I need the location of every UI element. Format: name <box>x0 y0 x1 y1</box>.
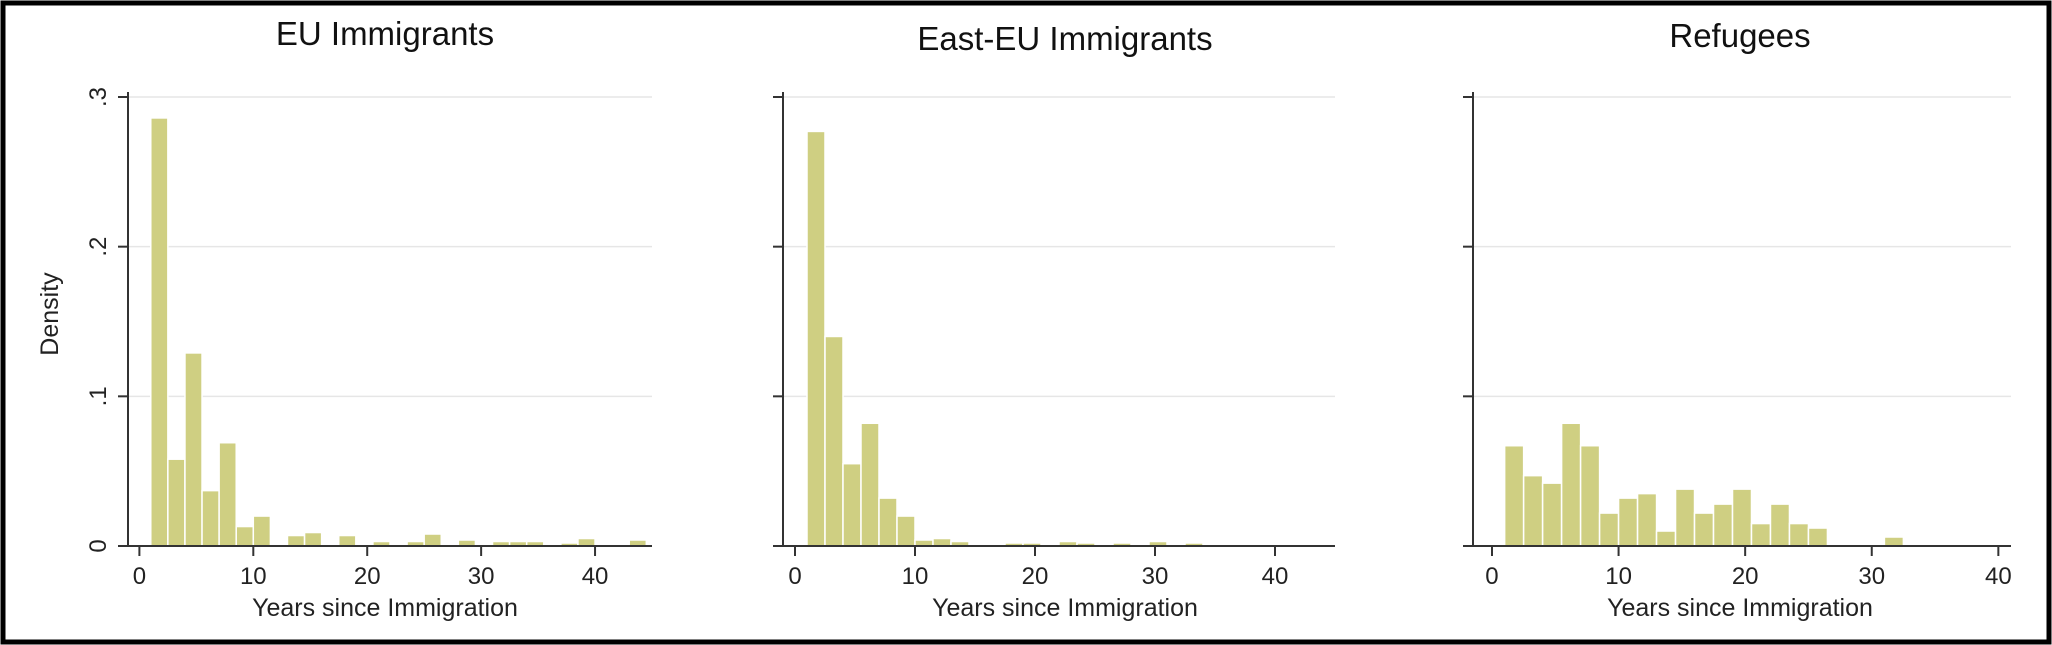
x-tick-label: 30 <box>1858 563 1885 590</box>
x-axis-label: Years since Immigration <box>932 594 1198 622</box>
histogram-bar <box>1769 503 1791 547</box>
histogram-bar <box>1522 474 1544 547</box>
histogram-bar <box>1788 522 1810 547</box>
x-axis-label: Years since Immigration <box>1607 594 1873 622</box>
x-tick-label: 40 <box>582 563 609 590</box>
histogram-bar <box>252 515 272 547</box>
histogram-bar <box>1541 482 1563 547</box>
histogram-bar <box>842 462 862 547</box>
y-tick-label: .3 <box>85 87 112 107</box>
histogram-bar <box>303 531 323 547</box>
y-tick-label: .1 <box>85 386 112 406</box>
x-tick-label: 20 <box>1022 563 1049 590</box>
x-tick-label: 10 <box>902 563 929 590</box>
histogram-bar <box>167 458 186 547</box>
histogram-bar <box>1731 488 1753 547</box>
x-tick-label: 40 <box>1262 563 1289 590</box>
x-tick-label: 30 <box>1142 563 1169 590</box>
y-tick-label: .2 <box>85 237 112 257</box>
plot-area-eu-immigrants: 0 .1 .2 .3 0 10 20 30 40 <box>85 87 652 590</box>
x-tick-label: 0 <box>133 563 146 590</box>
y-tick-label: 0 <box>85 539 112 552</box>
x-tick-label: 10 <box>1605 563 1632 590</box>
histogram-bar <box>1807 527 1829 547</box>
x-tick-label: 20 <box>1732 563 1759 590</box>
panel-title: Refugees <box>1669 17 1810 54</box>
histogram-bar <box>932 537 952 547</box>
histogram-bar <box>235 525 255 547</box>
histogram-bar <box>150 117 169 547</box>
histogram-bar <box>824 335 844 547</box>
histogram-bar <box>201 489 220 547</box>
histogram-bar <box>806 130 826 547</box>
histogram-bar <box>1883 536 1905 547</box>
histogram-bar <box>423 533 443 547</box>
histogram-bar <box>337 534 357 547</box>
x-tick-label: 0 <box>788 563 801 590</box>
y-axis-label: Density <box>36 272 64 356</box>
panel-title: East-EU Immigrants <box>917 20 1212 57</box>
histogram-bar <box>1750 522 1772 547</box>
histogram-bar <box>1712 503 1734 547</box>
x-tick-label: 30 <box>468 563 495 590</box>
histogram-bar <box>184 352 203 547</box>
histogram-bar <box>1655 530 1677 547</box>
histogram-bar <box>896 515 916 547</box>
histogram-bar <box>860 422 880 547</box>
panel-title: EU Immigrants <box>276 15 494 52</box>
plot-area-east-eu-immigrants: 0 10 20 30 40 <box>773 92 1335 590</box>
histogram-bar <box>218 441 237 547</box>
histogram-bar <box>286 534 306 547</box>
x-axis-label: Years since Immigration <box>252 594 518 622</box>
histogram-bar <box>878 497 898 547</box>
plot-area-refugees: 0 10 20 30 40 <box>1463 92 2012 590</box>
x-tick-label: 40 <box>1985 563 2012 590</box>
x-tick-label: 10 <box>240 563 267 590</box>
histogram-bar <box>1617 497 1639 547</box>
histogram-bar <box>1579 444 1601 547</box>
histogram-bar <box>1693 512 1715 547</box>
histogram-bar <box>1674 488 1696 547</box>
histogram-bar <box>1560 422 1582 547</box>
panel-east-eu-immigrants: East-EU Immigrants Years since Immigrati… <box>773 20 1335 622</box>
histogram-bar <box>1636 492 1658 547</box>
x-tick-label: 20 <box>354 563 381 590</box>
histogram-bar <box>577 537 596 547</box>
histogram-bar <box>1503 444 1525 547</box>
panel-refugees: Refugees Years since Immigration 0 10 20 30… <box>1463 17 2012 622</box>
x-tick-label: 0 <box>1485 563 1498 590</box>
panel-eu-immigrants: EU Immigrants Density Years since Immigr… <box>36 15 652 622</box>
histogram-bar <box>1598 512 1620 547</box>
